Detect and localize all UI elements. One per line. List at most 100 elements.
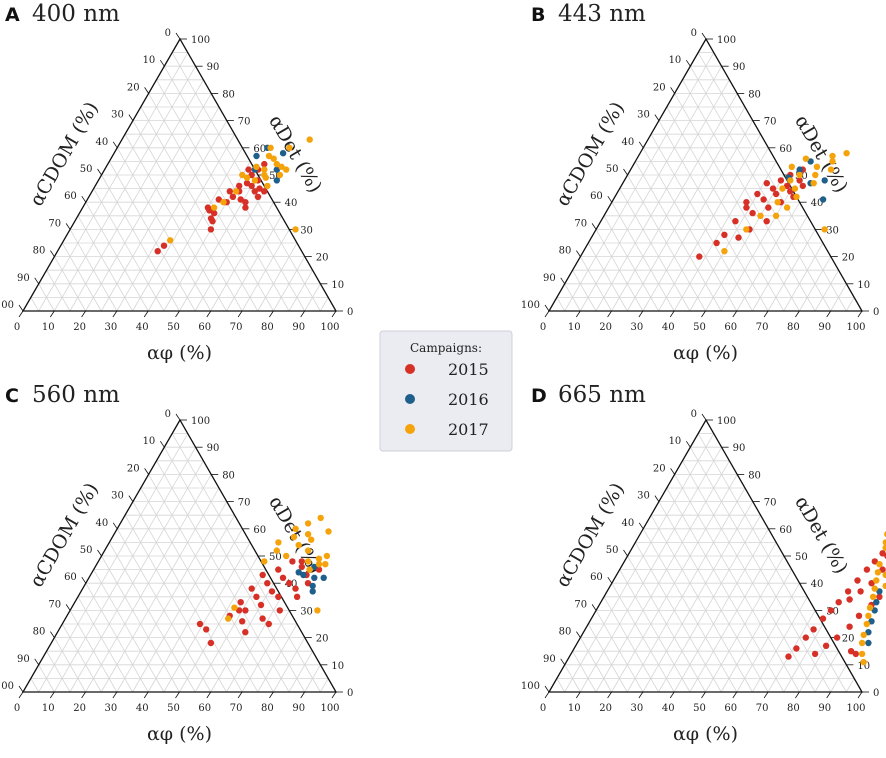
tick-label-bottom: 90: [818, 322, 831, 333]
tick-mark-bottom: [112, 691, 118, 699]
panel-letter: D: [531, 385, 547, 407]
tick-mark-bottom: [206, 310, 212, 318]
tick-mark-bottom: [81, 310, 86, 318]
grid-line: [85, 583, 149, 693]
grid-line: [77, 215, 133, 312]
tick-mark-left: [175, 413, 181, 421]
tick-label-right: 60: [779, 525, 792, 536]
point-2017: [225, 615, 232, 622]
point-2017: [273, 547, 280, 554]
grid-line: [46, 270, 71, 312]
tick-label-left: 20: [127, 463, 140, 474]
point-2015: [721, 231, 728, 238]
point-2015: [248, 171, 255, 179]
tick-mark-bottom: [763, 310, 769, 318]
tick-mark-left: [128, 114, 134, 121]
grid-line: [241, 610, 290, 693]
grid-line: [619, 569, 691, 693]
grid-line: [595, 229, 644, 312]
point-2017: [276, 171, 284, 179]
point-2017: [261, 558, 268, 565]
grid-line: [304, 283, 321, 312]
tick-mark-bottom: [331, 310, 337, 318]
tick-mark-left: [560, 277, 566, 285]
tick-label-left: 10: [669, 436, 682, 447]
point-2015: [799, 182, 806, 190]
tick-label-left: 80: [559, 246, 572, 257]
point-2015: [243, 180, 251, 187]
point-2017: [239, 171, 246, 179]
point-2016: [273, 166, 280, 173]
tick-label-left: 50: [606, 545, 619, 556]
grid-line: [69, 229, 118, 312]
point-2016: [865, 629, 872, 636]
point-2017: [283, 166, 290, 173]
panel-c: 0001010102020203030304040405050506060607…: [0, 382, 353, 745]
grid-line: [124, 515, 227, 693]
tick-mark-bottom: [18, 310, 24, 318]
tick-label-left: 60: [590, 191, 603, 202]
grid-line: [132, 515, 235, 693]
tick-label-bottom: 40: [662, 703, 675, 714]
grid-line: [30, 678, 39, 693]
axis-label-bottom: αφ (%): [147, 723, 212, 745]
tick-label-right: 90: [733, 443, 746, 454]
tick-mark-bottom: [331, 691, 337, 699]
ticks: 0001010102020203030304040405050506060607…: [521, 28, 879, 333]
point-2017: [273, 160, 280, 168]
tick-mark-bottom: [857, 691, 863, 699]
point-2016: [295, 569, 302, 576]
tick-label-right: 30: [300, 606, 313, 617]
grid-line: [124, 134, 227, 312]
tick-mark-bottom: [732, 691, 738, 699]
point-2017: [757, 212, 764, 219]
tick-label-right: 20: [842, 253, 855, 264]
tick-mark-bottom: [269, 691, 274, 699]
point-2015: [772, 190, 780, 198]
point-2015: [835, 599, 842, 606]
tick-label-bottom: 30: [105, 322, 118, 333]
point-2017: [286, 144, 293, 151]
point-2015: [286, 580, 293, 587]
point-2015: [235, 607, 243, 614]
point-2017: [783, 204, 791, 211]
point-2015: [237, 196, 244, 203]
grid-line: [132, 134, 235, 312]
tick-label-bottom: 70: [756, 703, 769, 714]
panel-b: 0001010102020203030304040405050506060607…: [521, 1, 879, 364]
tick-label-right: 80: [222, 470, 235, 481]
tick-label-left: 60: [64, 572, 77, 583]
grid-line: [38, 433, 189, 693]
tick-label-left: 80: [33, 246, 46, 257]
point-2017: [267, 144, 274, 151]
data-points: [154, 136, 313, 255]
tick-mark-bottom: [175, 691, 180, 699]
tick-label-bottom: 60: [198, 703, 211, 714]
tick-label-left: 30: [111, 491, 124, 502]
point-2015: [713, 239, 720, 247]
point-2015: [765, 204, 772, 211]
grid-line: [814, 270, 839, 312]
grid-line: [30, 297, 39, 312]
tick-label-right: 50: [795, 552, 808, 563]
tick-label-right: 40: [811, 198, 824, 209]
tick-label-left: 60: [64, 191, 77, 202]
tick-mark-left: [623, 549, 628, 557]
legend: Campaigns: 2015 2016 2017: [379, 330, 513, 452]
grid-line: [320, 678, 329, 693]
point-2017: [774, 199, 781, 206]
point-2015: [242, 629, 249, 636]
point-2015: [871, 558, 878, 565]
grid-line: [100, 106, 220, 312]
grid-line: [572, 651, 597, 693]
point-2015: [793, 645, 800, 652]
tick-mark-left: [81, 195, 87, 203]
tick-label-bottom: 50: [167, 322, 180, 333]
tick-label-left: 100: [521, 300, 540, 311]
grid: [30, 52, 329, 312]
tick-mark-bottom: [701, 310, 706, 318]
tick-label-right: 50: [269, 552, 282, 563]
point-2015: [802, 634, 809, 641]
tick-label-bottom: 30: [631, 703, 644, 714]
grid-line: [595, 610, 644, 693]
